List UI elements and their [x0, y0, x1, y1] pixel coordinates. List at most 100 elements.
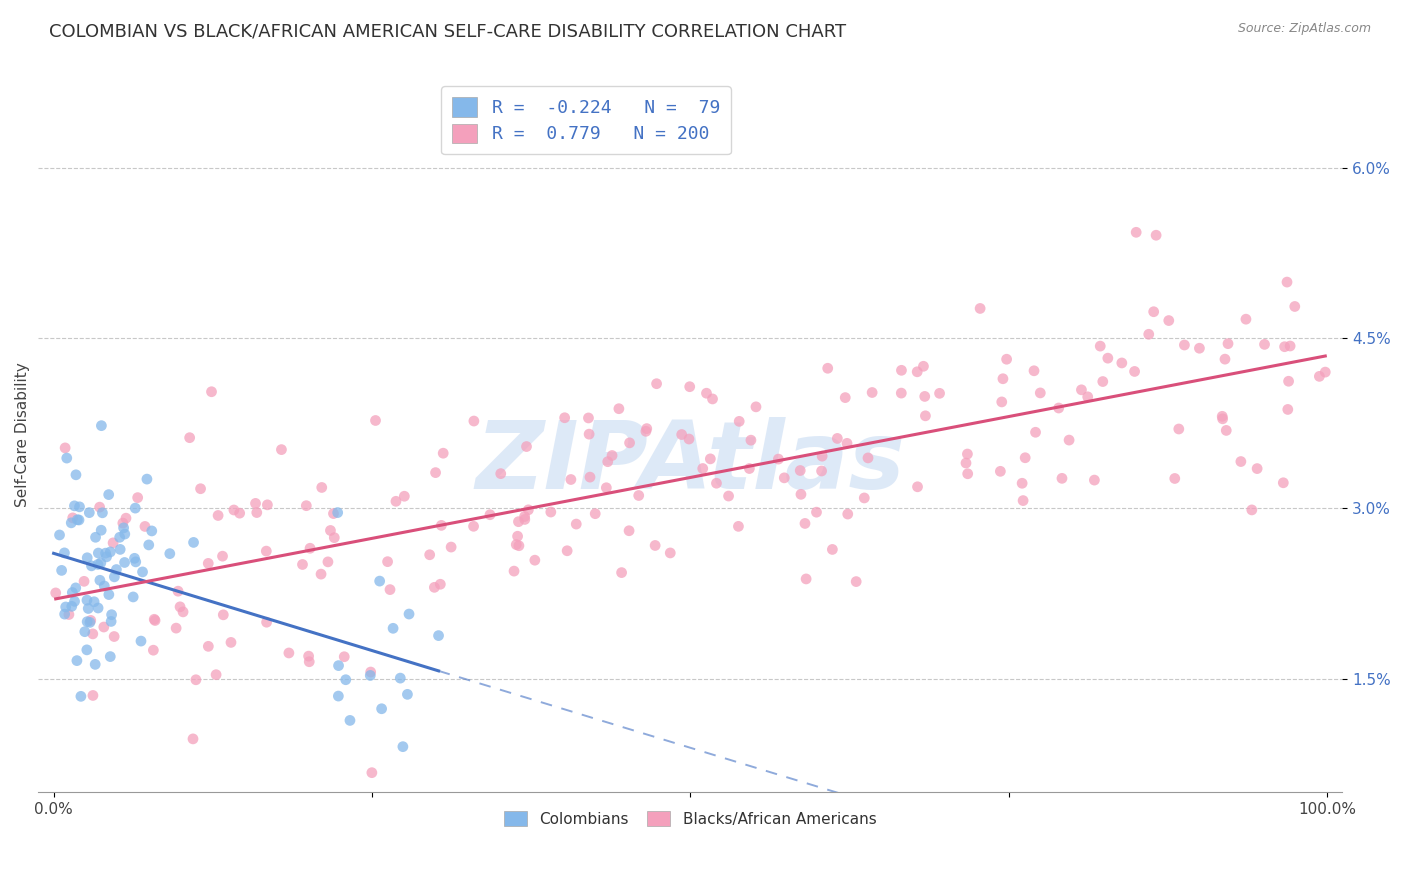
Point — [55, 599, 77, 614]
Point — [67, 513, 90, 527]
Point — [295, 499, 318, 513]
Point — [129, 634, 152, 648]
Point — [66, 513, 89, 527]
Point — [1230, 454, 1253, 468]
Point — [579, 470, 602, 484]
Point — [600, 449, 623, 463]
Point — [1212, 412, 1234, 426]
Point — [835, 436, 858, 450]
Point — [136, 472, 159, 486]
Point — [82, 627, 104, 641]
Point — [98, 649, 121, 664]
Point — [368, 574, 391, 588]
Point — [860, 385, 883, 400]
Point — [142, 643, 165, 657]
Point — [172, 605, 194, 619]
Point — [60, 599, 83, 614]
Point — [1025, 425, 1047, 440]
Point — [392, 739, 415, 754]
Point — [197, 557, 219, 571]
Point — [90, 418, 112, 433]
Point — [890, 386, 912, 401]
Point — [508, 515, 530, 529]
Point — [503, 564, 526, 578]
Point — [1070, 383, 1092, 397]
Point — [1090, 339, 1112, 353]
Point — [914, 409, 936, 423]
Point — [644, 539, 666, 553]
Point — [679, 380, 702, 394]
Point — [205, 667, 228, 681]
Point — [114, 527, 136, 541]
Point — [385, 494, 408, 508]
Point — [55, 451, 77, 466]
Point — [254, 544, 277, 558]
Point — [127, 491, 149, 505]
Point — [53, 441, 76, 455]
Point — [745, 400, 768, 414]
Point — [1308, 369, 1330, 384]
Point — [692, 461, 714, 475]
Point — [834, 391, 856, 405]
Point — [222, 503, 245, 517]
Point — [183, 535, 205, 549]
Point — [699, 451, 721, 466]
Point — [1125, 225, 1147, 239]
Point — [1216, 336, 1239, 351]
Point — [143, 614, 166, 628]
Point — [565, 517, 588, 532]
Point — [991, 372, 1014, 386]
Point — [87, 546, 110, 560]
Legend: Colombians, Blacks/African Americans: Colombians, Blacks/African Americans — [496, 803, 884, 834]
Point — [1277, 374, 1299, 388]
Point — [131, 565, 153, 579]
Point — [93, 579, 115, 593]
Point — [80, 558, 103, 573]
Point — [1014, 450, 1036, 465]
Point — [65, 467, 87, 482]
Point — [432, 446, 454, 460]
Point — [291, 558, 314, 572]
Point — [94, 546, 117, 560]
Point — [48, 528, 70, 542]
Point — [1057, 433, 1080, 447]
Point — [738, 461, 761, 475]
Text: ZIPAtlas: ZIPAtlas — [475, 417, 905, 509]
Point — [1144, 228, 1167, 243]
Point — [1111, 356, 1133, 370]
Point — [1029, 385, 1052, 400]
Point — [1234, 312, 1257, 326]
Point — [76, 643, 98, 657]
Point — [478, 508, 501, 522]
Point — [1123, 364, 1146, 378]
Point — [1277, 402, 1299, 417]
Point — [66, 654, 89, 668]
Point — [540, 505, 562, 519]
Point — [740, 433, 762, 447]
Point — [228, 506, 250, 520]
Point — [90, 556, 112, 570]
Point — [1167, 422, 1189, 436]
Point — [316, 555, 339, 569]
Point — [1275, 275, 1298, 289]
Point — [167, 584, 190, 599]
Point — [837, 507, 859, 521]
Point — [1246, 461, 1268, 475]
Point — [956, 467, 979, 481]
Point — [73, 574, 96, 589]
Point — [297, 649, 319, 664]
Point — [1077, 390, 1099, 404]
Point — [1213, 352, 1236, 367]
Point — [645, 376, 668, 391]
Point — [1279, 339, 1302, 353]
Point — [124, 501, 146, 516]
Point — [394, 489, 416, 503]
Point — [555, 543, 578, 558]
Point — [76, 615, 98, 629]
Point — [79, 615, 101, 630]
Point — [810, 464, 832, 478]
Point — [773, 471, 796, 485]
Point — [1253, 337, 1275, 351]
Point — [995, 352, 1018, 367]
Point — [821, 542, 844, 557]
